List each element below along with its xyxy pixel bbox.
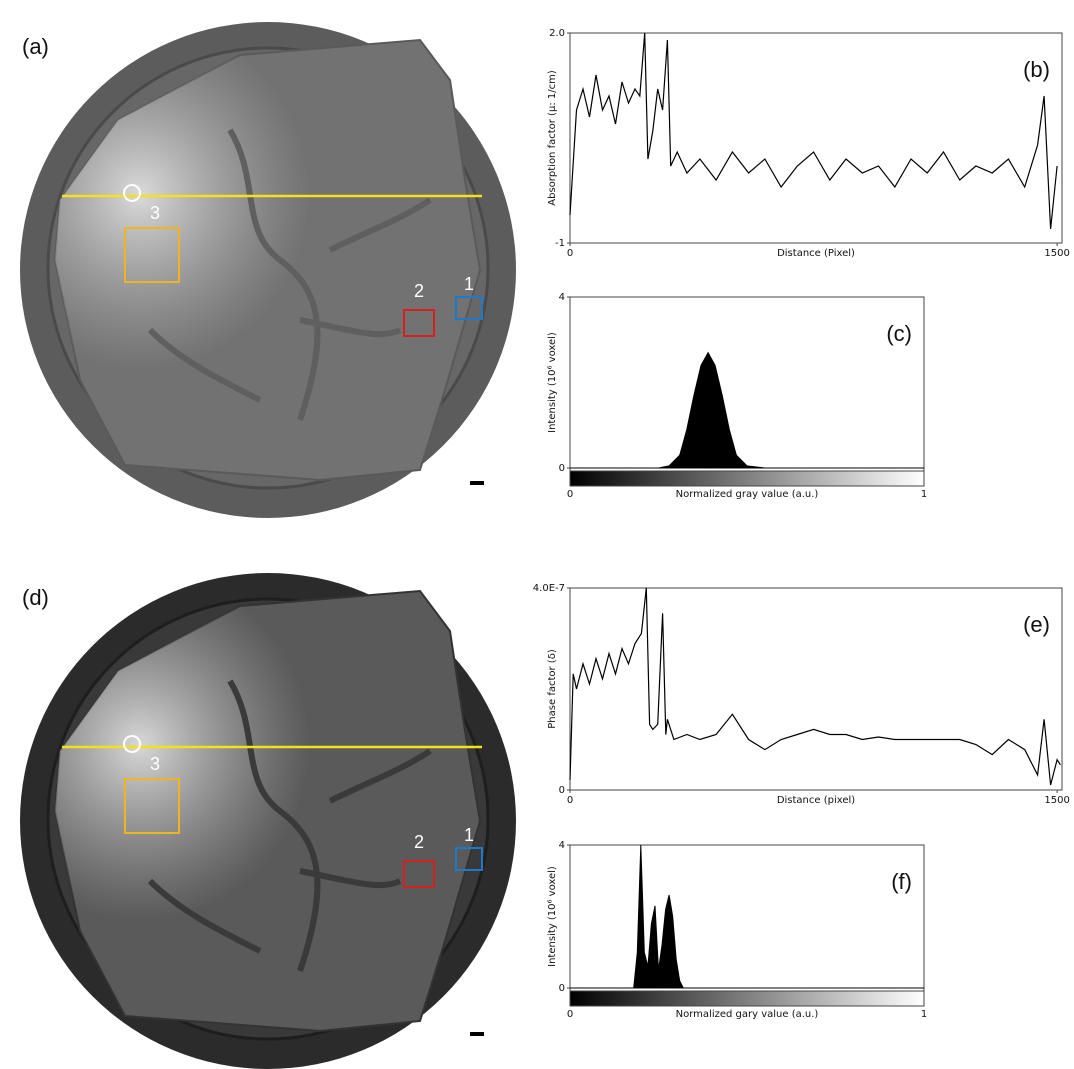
roi-label: 1 <box>464 274 474 294</box>
y-axis-label: Intensity (10⁶ voxel) <box>547 866 558 967</box>
scale-bar <box>470 481 484 485</box>
roi-label: 2 <box>414 281 424 301</box>
bright-region <box>55 591 480 1031</box>
bright-region <box>55 40 480 480</box>
x-tick-label: 1500 <box>1044 795 1069 806</box>
y-tick-label: 4 <box>559 292 565 303</box>
scale-bar <box>470 1032 484 1036</box>
x-tick-label: 0 <box>567 248 573 259</box>
roi-1 <box>455 296 483 320</box>
roi-label: 3 <box>150 203 160 223</box>
panel-label: (e) <box>1023 612 1050 637</box>
roi-label: 2 <box>414 832 424 852</box>
x-axis-label: Distance (Pixel) <box>777 248 855 259</box>
x-tick-label: 0 <box>567 795 573 806</box>
plot-frame <box>569 296 925 469</box>
x-axis-label: Normalized gary value (a.u.) <box>676 1009 819 1020</box>
texture <box>147 679 432 972</box>
data-line <box>569 587 1061 786</box>
x-tick-label: 1500 <box>1044 248 1069 259</box>
roi-2 <box>403 860 435 888</box>
panel-label: (a) <box>22 34 49 59</box>
ct-image: 1 2 3 (d) <box>20 573 516 1069</box>
roi-1 <box>455 847 483 871</box>
x-tick-label: 1 <box>921 1009 927 1020</box>
y-tick-label: 2.0 <box>549 28 565 39</box>
y-axis-label: Phase factor (δ) <box>547 649 558 729</box>
x-tick-label: 0 <box>567 1009 573 1020</box>
y-tick-label: 4 <box>559 840 565 851</box>
y-tick-label: 0 <box>559 463 565 474</box>
y-axis-label: Absorption factor (μ: 1/cm) <box>547 70 558 206</box>
data-line <box>569 32 1058 230</box>
ct-image: 1 2 3 (a) <box>20 22 516 518</box>
texture <box>147 128 432 421</box>
panel-label: (c) <box>886 321 912 346</box>
y-tick-label: 0 <box>559 983 565 994</box>
x-tick-label: 1 <box>921 489 927 500</box>
plot-frame <box>569 844 925 989</box>
pore <box>123 184 141 202</box>
x-axis-label: Normalized gray value (a.u.) <box>676 489 819 500</box>
panel-label: (d) <box>22 585 49 610</box>
histogram-area <box>570 844 924 989</box>
y-tick-label: -1 <box>555 238 565 249</box>
roi-3 <box>124 227 180 283</box>
plot-frame <box>569 587 1063 791</box>
plot-frame <box>569 32 1063 244</box>
roi-label: 3 <box>150 754 160 774</box>
x-tick-label: 0 <box>567 489 573 500</box>
roi-label: 1 <box>464 825 474 845</box>
panel-label: (b) <box>1023 57 1050 82</box>
pore <box>123 735 141 753</box>
gray-scale-bar <box>569 470 925 487</box>
x-axis-label: Distance (pixel) <box>777 795 855 806</box>
y-tick-label: 0 <box>559 785 565 796</box>
roi-3 <box>124 778 180 834</box>
panel-label: (f) <box>891 869 912 894</box>
y-tick-label: 4.0E-7 <box>533 583 565 594</box>
roi-2 <box>403 309 435 337</box>
gray-scale-bar <box>569 990 925 1007</box>
histogram-area <box>570 351 924 469</box>
y-axis-label: Intensity (10⁶ voxel) <box>547 332 558 433</box>
